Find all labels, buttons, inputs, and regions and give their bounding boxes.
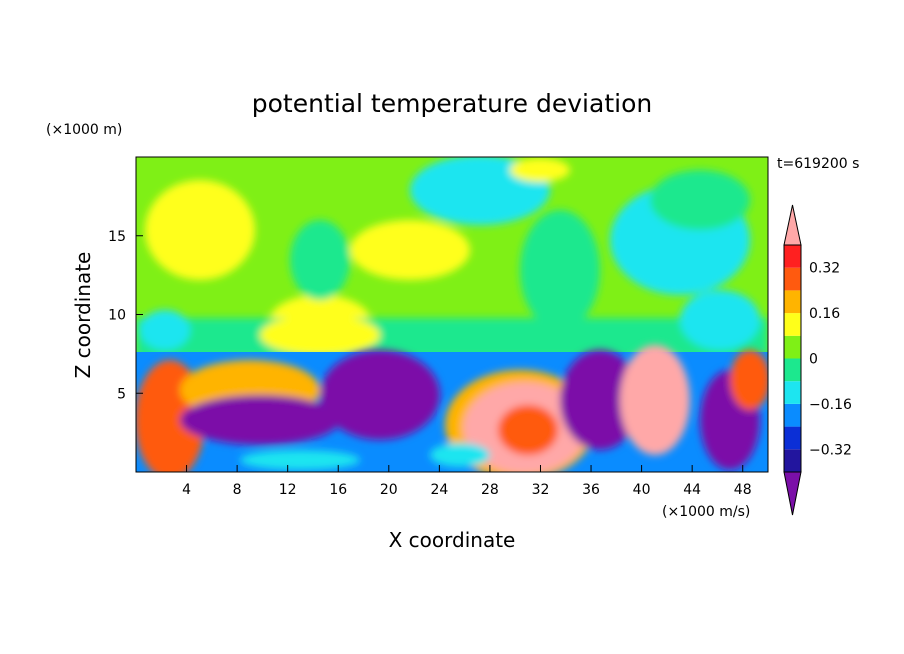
y-axis: 5 10 15	[108, 229, 143, 402]
colorbar-segment	[784, 267, 801, 291]
colorbar-label: 0.32	[809, 261, 840, 277]
x-tick-label: 24	[430, 482, 448, 498]
chart-title: potential temperature deviation	[252, 89, 652, 118]
colorbar-top-extend	[783, 204, 802, 246]
x-tick-label: 20	[380, 482, 398, 498]
colorbar-label: −0.16	[809, 397, 852, 413]
colorbar-bottom-extend	[783, 471, 802, 516]
x-axis: 4 8 12 16 20 24 28 32 36 40 44 48	[182, 465, 752, 498]
colorbar-segment	[784, 381, 801, 404]
colorbar-segment	[784, 358, 801, 382]
x-tick-label: 36	[582, 482, 600, 498]
x-unit-label: (×1000 m/s)	[662, 504, 750, 520]
plot-field	[136, 157, 768, 472]
y-tick-label: 5	[117, 386, 126, 402]
x-tick-label: 44	[683, 482, 701, 498]
colorbar-label: 0	[809, 352, 818, 368]
colorbar-segment	[784, 449, 801, 472]
y-tick-label: 15	[108, 229, 126, 245]
x-tick-label: 32	[532, 482, 550, 498]
x-tick-label: 48	[734, 482, 752, 498]
colorbar-segment	[784, 403, 801, 427]
colorbar-label: 0.16	[809, 306, 840, 322]
lower-layer-patches	[136, 345, 768, 472]
colorbar-segment	[784, 313, 801, 336]
colorbar-label: −0.32	[809, 442, 852, 458]
colorbar-segment	[784, 335, 801, 359]
y-axis-label: Z coordinate	[71, 252, 95, 379]
x-tick-label: 40	[633, 482, 651, 498]
x-axis-label: X coordinate	[389, 528, 516, 552]
y-tick-label: 10	[108, 308, 126, 324]
colorbar-segment	[784, 426, 801, 450]
upper-layer-patches	[136, 157, 768, 358]
colorbar: 0.32 0.16 0 −0.16 −0.32	[783, 204, 852, 516]
colorbar-segment	[784, 245, 801, 268]
x-tick-label: 8	[233, 482, 242, 498]
colorbar-segment	[784, 290, 801, 314]
x-tick-label: 4	[182, 482, 191, 498]
y-unit-label: (×1000 m)	[46, 122, 122, 138]
x-tick-label: 12	[279, 482, 297, 498]
x-tick-label: 28	[481, 482, 499, 498]
time-label: t=619200 s	[777, 156, 859, 172]
x-tick-label: 16	[329, 482, 347, 498]
colorbar-frame	[783, 244, 802, 473]
